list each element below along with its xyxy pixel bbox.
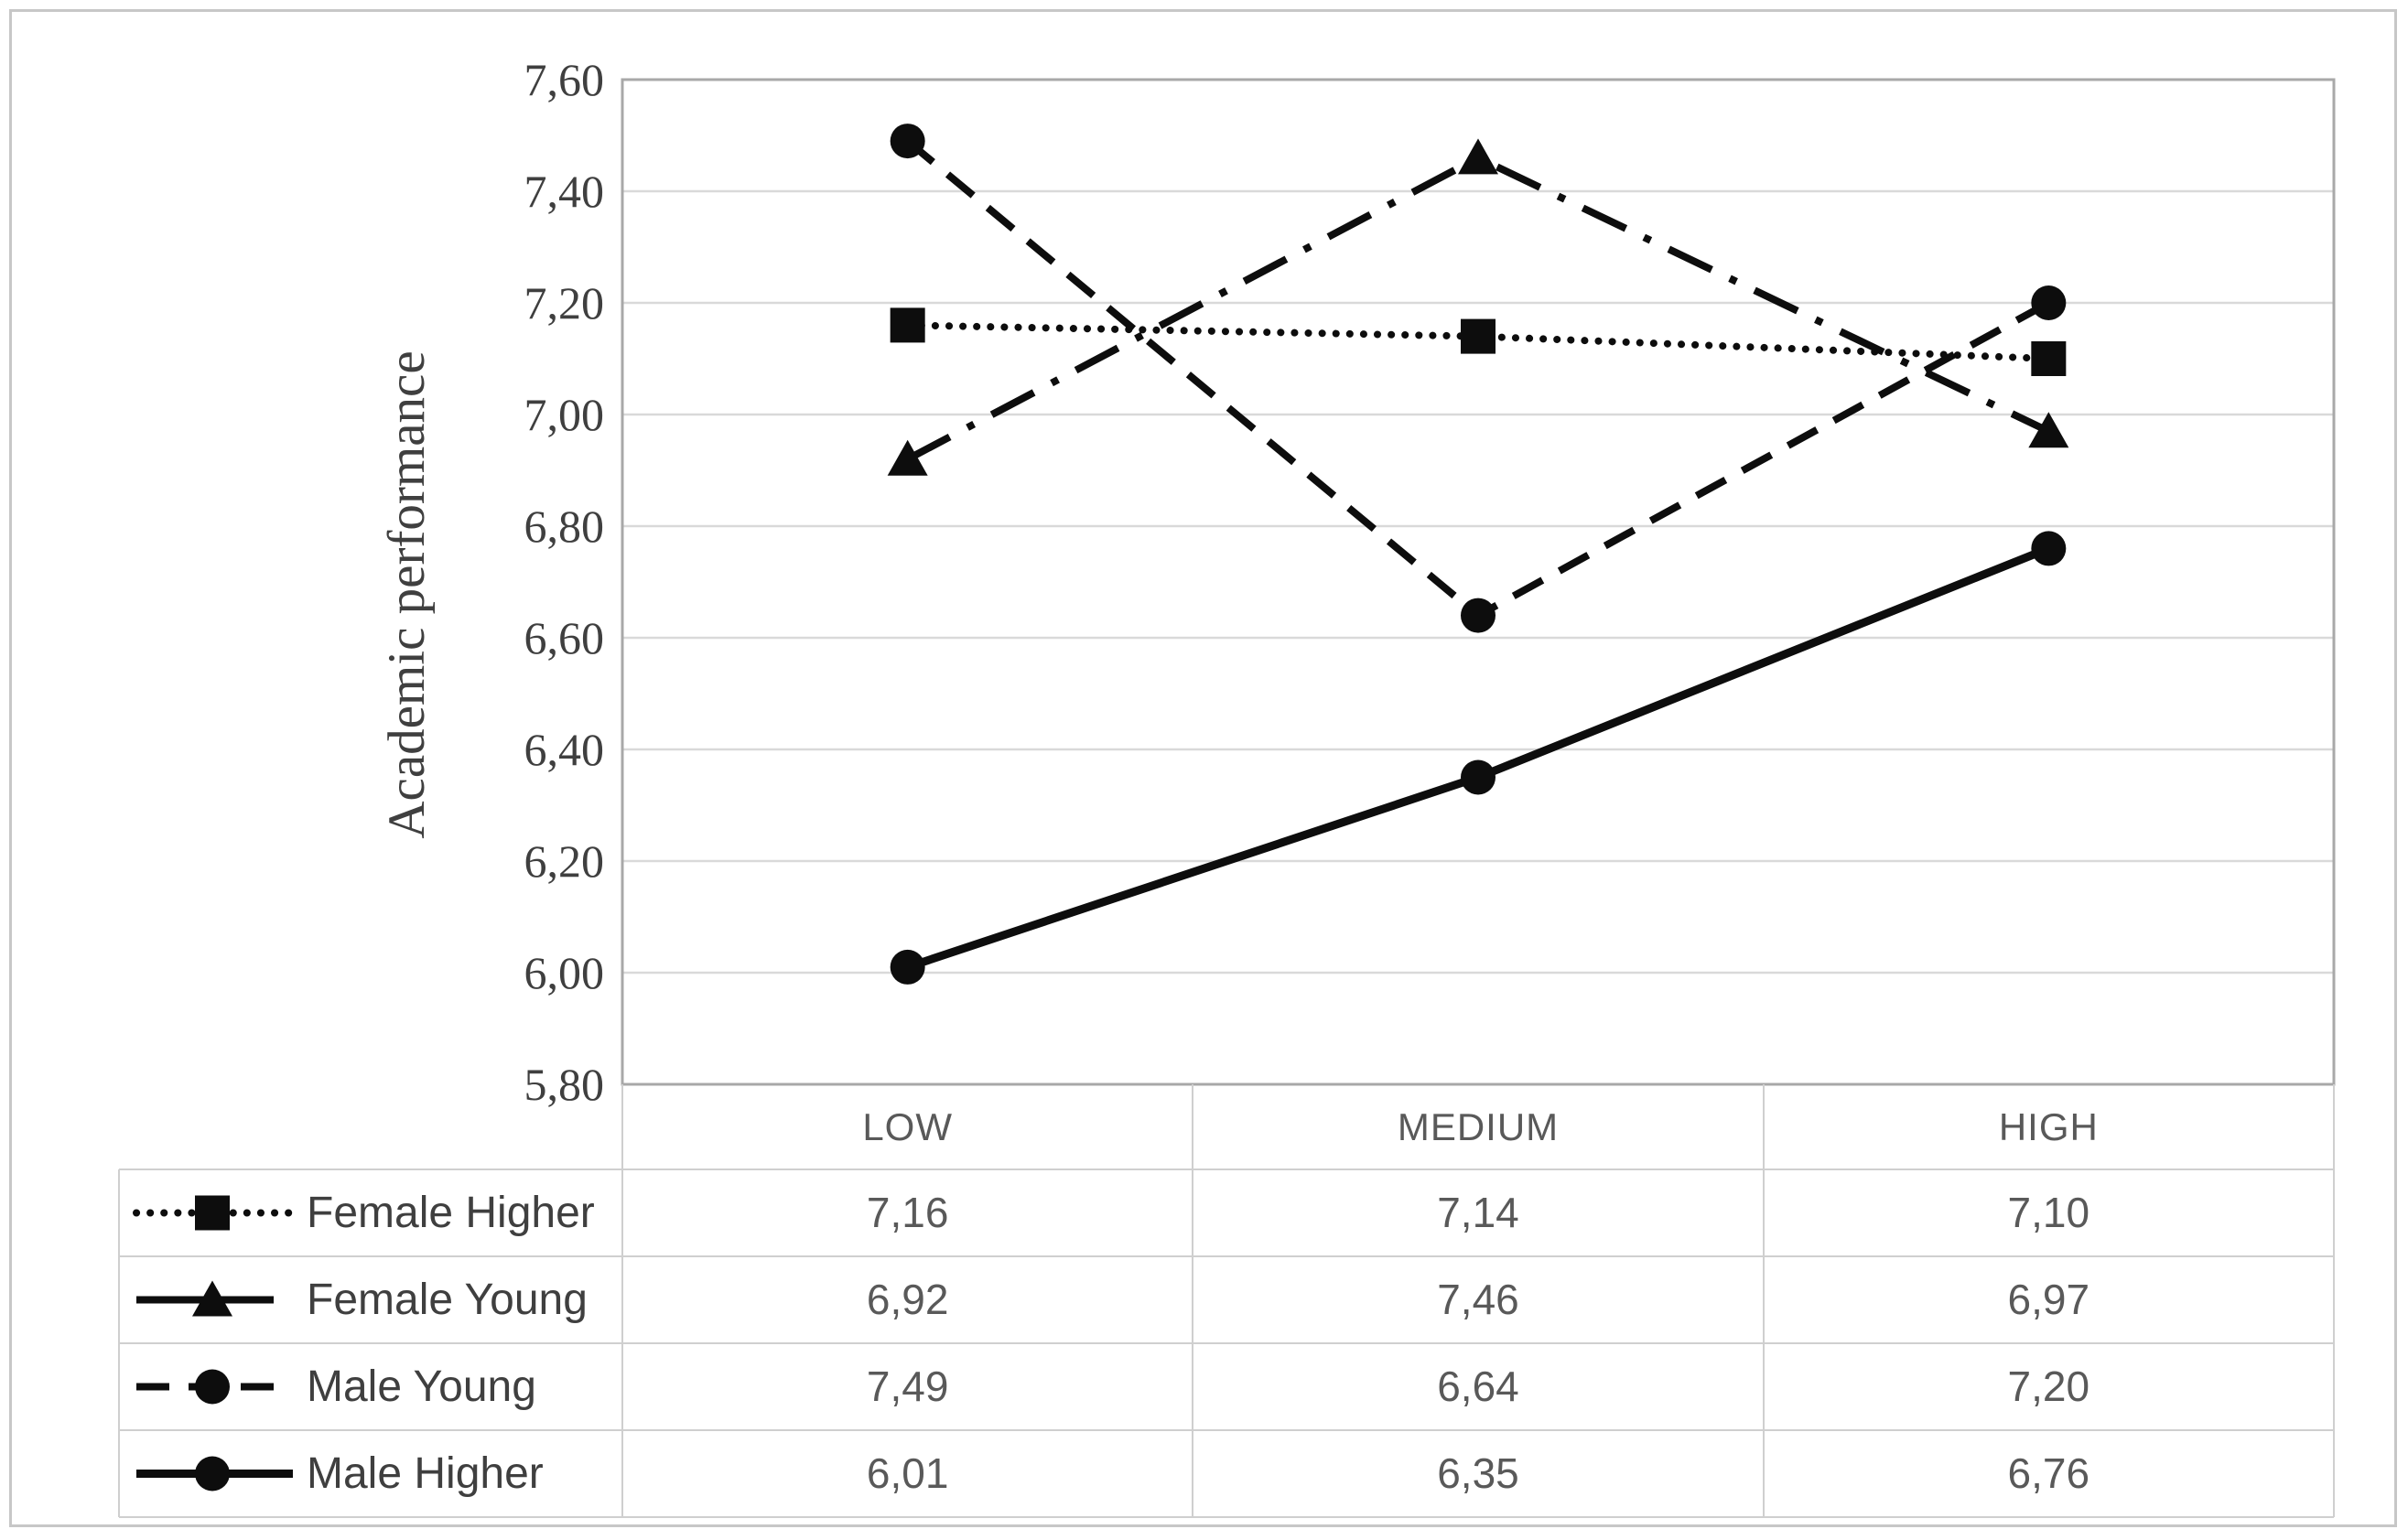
circle-marker [195, 1456, 230, 1492]
square-marker [2031, 341, 2067, 376]
circle-marker [890, 124, 925, 159]
table-header-low: LOW [862, 1105, 953, 1148]
square-marker [890, 307, 925, 343]
legend-label-female-young: Female Young [307, 1276, 588, 1324]
table-header-high: HIGH [1998, 1105, 2099, 1148]
table-cell-female-higher-medium: 7,14 [1437, 1189, 1519, 1236]
table-header-medium: MEDIUM [1397, 1105, 1560, 1148]
circle-marker [1461, 759, 1496, 795]
y-tick-label: 6,00 [524, 947, 605, 998]
y-tick-label: 7,00 [524, 389, 605, 440]
table-grid-line [119, 1342, 2334, 1344]
table-cell-female-young-medium: 7,46 [1437, 1276, 1519, 1323]
legend-label-male-young: Male Young [307, 1362, 536, 1411]
y-axis-title: Academic performance [378, 350, 436, 839]
legend-key-female-higher [119, 1169, 302, 1256]
legend-key-sample [136, 1280, 293, 1317]
table-cell-male-young-low: 7,49 [866, 1362, 949, 1410]
line-chart-canvas [621, 78, 2336, 1086]
legend-label-male-higher: Male Higher [307, 1449, 544, 1498]
triangle-marker [1458, 138, 1498, 175]
y-tick-label: 7,40 [524, 166, 605, 217]
table-grid-line [621, 1084, 623, 1517]
table-cell-female-young-low: 6,92 [866, 1276, 949, 1323]
table-cell-female-higher-low: 7,16 [866, 1189, 949, 1236]
legend-key-sample [136, 1456, 293, 1492]
table-cell-male-higher-medium: 6,35 [1437, 1449, 1519, 1497]
series-line-female-higher [903, 321, 2053, 362]
table-grid-line [118, 1169, 120, 1517]
table-cell-male-higher-high: 6,76 [2007, 1449, 2090, 1497]
series-line-male-young [905, 138, 2051, 619]
plot-area [621, 78, 2336, 1086]
y-tick-label: 6,20 [524, 835, 605, 887]
table-grid-line [119, 1255, 2334, 1257]
table-cell-female-young-high: 6,97 [2007, 1276, 2090, 1323]
table-cell-male-young-high: 7,20 [2007, 1362, 2090, 1410]
triangle-marker [192, 1280, 232, 1317]
plot-border [621, 78, 2336, 1086]
table-cell-female-higher-high: 7,10 [2007, 1189, 2090, 1236]
y-tick-label: 7,20 [524, 277, 605, 328]
y-tick-label: 6,60 [524, 612, 605, 663]
table-grid-line [2333, 1084, 2335, 1517]
table-cell-male-higher-low: 6,01 [866, 1449, 949, 1497]
legend-key-female-young [119, 1256, 302, 1343]
y-tick-label: 5,80 [524, 1059, 605, 1110]
table-grid-line [1192, 1084, 1194, 1517]
y-tick-label: 6,40 [524, 724, 605, 775]
table-grid-line [119, 1168, 2334, 1170]
legend-label-female-higher: Female Higher [307, 1189, 595, 1237]
square-marker [195, 1195, 230, 1231]
legend-key-male-young [119, 1343, 302, 1430]
table-grid-line [119, 1516, 2334, 1518]
circle-marker [2031, 531, 2067, 566]
table-cell-male-young-medium: 6,64 [1437, 1362, 1519, 1410]
circle-marker [890, 949, 925, 985]
y-tick-label: 6,80 [524, 501, 605, 552]
y-tick-label: 7,60 [524, 54, 605, 105]
circle-marker [2031, 285, 2067, 320]
triangle-marker [2028, 412, 2069, 448]
legend-key-male-higher [119, 1430, 302, 1517]
circle-marker [1461, 598, 1496, 633]
table-grid-line [1762, 1084, 1765, 1517]
legend-key-sample [133, 1195, 297, 1231]
legend-key-sample [136, 1369, 293, 1405]
square-marker [1461, 318, 1496, 354]
circle-marker [195, 1369, 230, 1405]
table-grid-line [119, 1429, 2334, 1431]
triangle-marker [887, 439, 928, 476]
